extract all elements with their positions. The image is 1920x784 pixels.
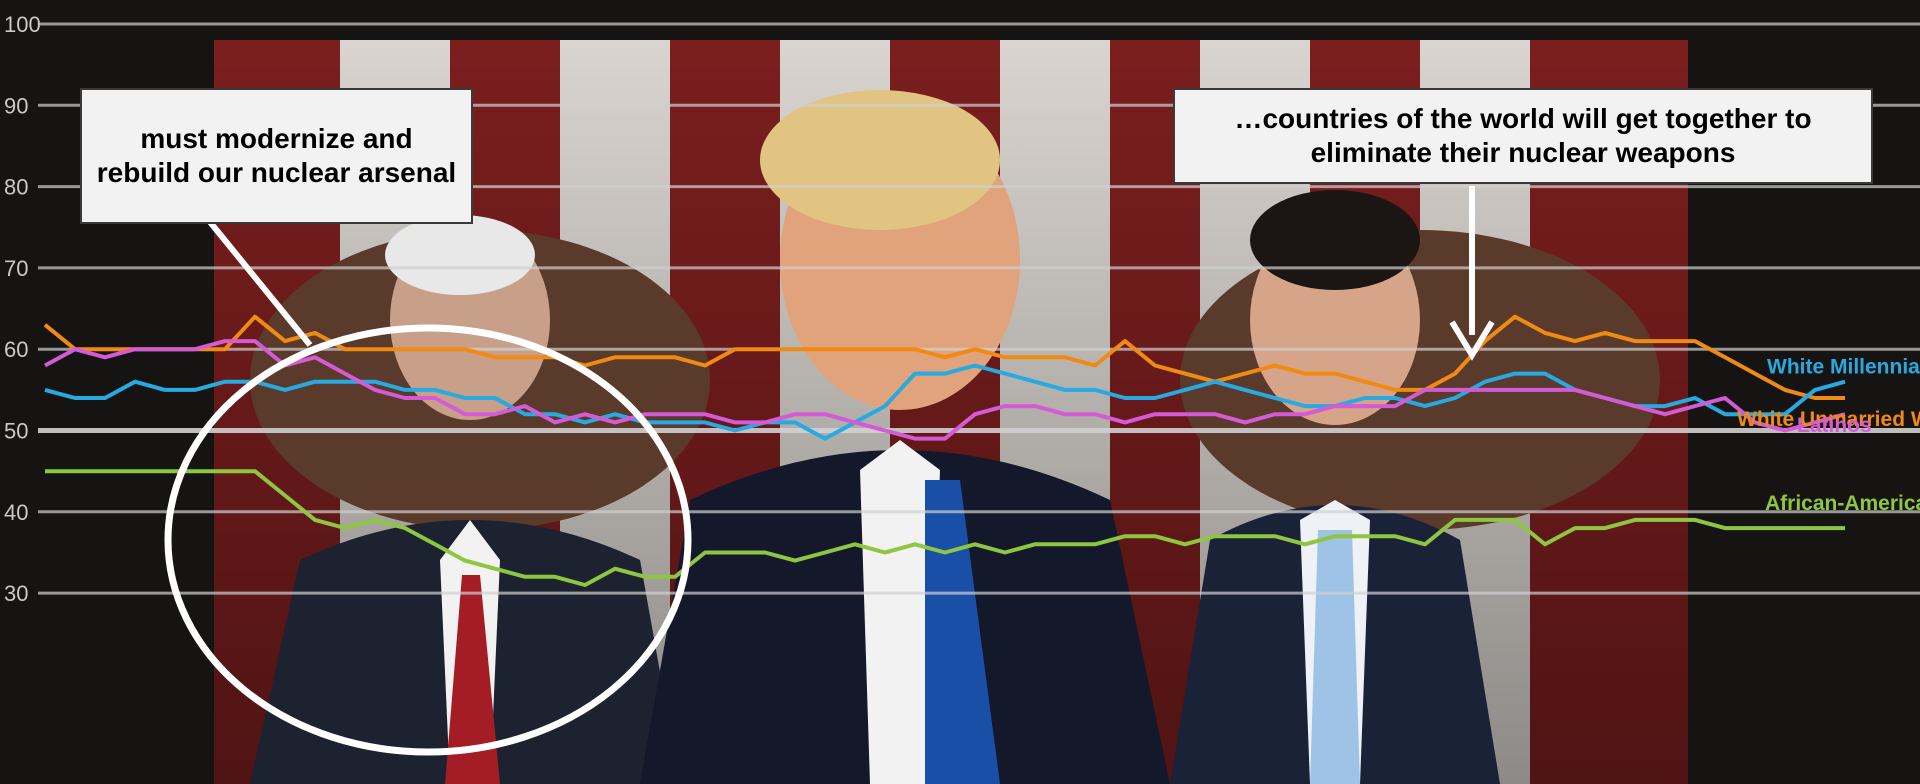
series-end-labels: White Unmarried Wo White Millennials Latin… [1737,356,1920,515]
series-label-white-unmarried-women: White Unmarried Wo [1737,408,1920,431]
callout-left: must modernize and rebuild our nuclear a… [80,88,473,224]
y-gridlines [38,22,1920,595]
person-center [640,90,1170,784]
left-highlight-ellipse [164,324,692,756]
series-line-white-millennials [44,363,1846,441]
y-tick-label: 80 [4,175,28,200]
series-label-white-millennials: White Millennials [1767,356,1920,379]
y-axis-ticks: 100 90 80 70 60 50 40 30 [4,12,41,606]
y-tick-label: 60 [4,337,28,362]
y-tick-label: 40 [4,500,28,525]
series-line-african-americans [45,469,1845,587]
y-tick-label: 100 [4,12,41,37]
callout-right-text: …countries of the world will get togethe… [1234,103,1812,168]
series-label-african-americans: African-Americans [1765,492,1920,515]
series-line-white-unmarried-women [43,314,1845,400]
right-callout-arrow-head [1449,320,1495,361]
y-tick-label: 30 [4,581,28,606]
y-tick-label: 90 [4,93,28,118]
callout-left-text: must modernize and rebuild our nuclear a… [96,123,457,188]
series-label-latinos: Latinos [1797,414,1872,437]
y-tick-label: 50 [4,419,28,444]
y-tick-label: 70 [4,256,28,281]
annotation-shapes [164,186,1495,756]
callout-right: …countries of the world will get togethe… [1173,88,1873,184]
series-line-latinos [44,339,1846,441]
left-callout-pointer [207,220,313,347]
series-lines [43,314,1846,587]
